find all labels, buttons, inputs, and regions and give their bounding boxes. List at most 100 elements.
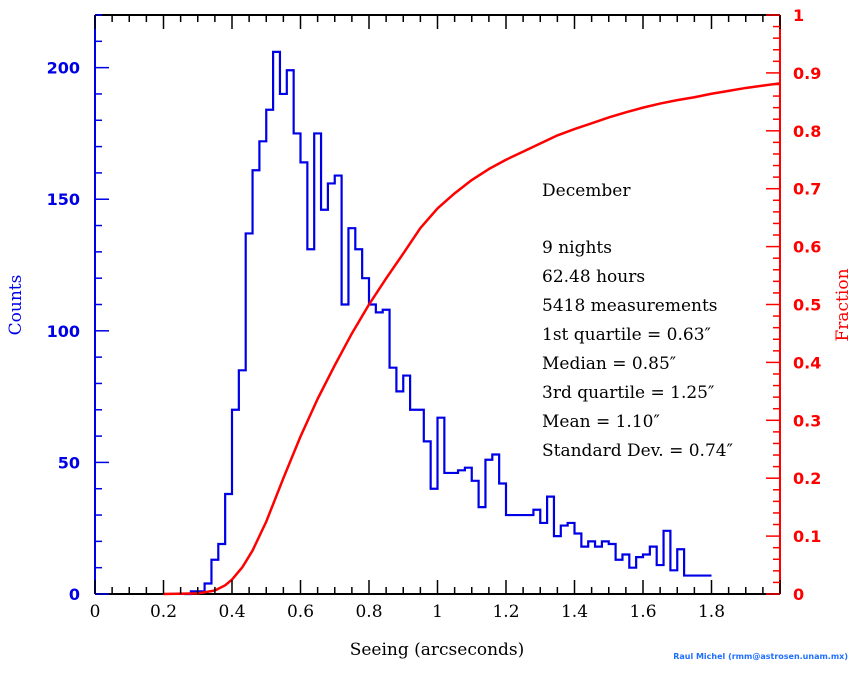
histogram-bin [280,94,287,594]
y2-tick-label: 0.4 [793,353,821,372]
histogram-bin [362,278,369,594]
y2-tick-label: 0.2 [793,469,821,488]
histogram-bin [417,410,424,594]
histogram-bin [451,473,458,594]
histogram-bin [239,370,246,594]
y-tick-label: 50 [58,453,80,472]
histogram-bin [602,541,609,594]
histogram-bin [561,526,568,594]
x-tick-label: 1.2 [492,602,519,622]
histogram-bin [540,523,547,594]
y-tick-label: 150 [47,190,80,209]
x-tick-label: 1.6 [629,602,656,622]
histogram-bin [403,376,410,594]
histogram-bin [581,547,588,594]
histogram-bin [301,162,308,594]
histogram-bin [499,483,506,594]
histogram-bin [616,560,623,594]
histogram-bin [643,555,650,594]
annotation-line: Mean = 1.10″ [542,412,660,432]
annotation-block: December 9 nights 62.48 hours 5418 measure… [542,181,733,461]
y2-axis-title: Fraction [833,268,850,341]
x-tick-label: 0.6 [287,602,314,622]
y2-tick-label: 0 [793,585,804,604]
y-tick-label: 100 [47,322,80,341]
annotation-line: 5418 measurements [542,296,718,316]
y2-tick-label: 1 [793,6,804,25]
histogram-bin [664,531,671,594]
histogram-bin [588,541,595,594]
histogram-bin [376,312,383,594]
histogram-bin [294,133,301,594]
y-axis-title: Counts [6,275,26,336]
histogram-bin [547,497,554,594]
histogram-bin [335,176,342,594]
x-tick-label: 0.8 [355,602,382,622]
y-tick-label: 200 [47,59,80,78]
histogram-bin [595,547,602,594]
y2-tick-label: 0.5 [793,296,821,315]
x-tick-label: 0 [90,602,101,622]
x-tick-label: 1.4 [561,602,588,622]
histogram-bin [568,523,575,594]
histogram-bin [458,470,465,594]
histogram-bin [684,576,691,594]
histogram-bin [424,441,431,594]
histogram-bin [287,70,294,594]
annotation-line: 3rd quartile = 1.25″ [542,383,714,403]
histogram-bin [609,544,616,594]
histogram-bin [472,481,479,594]
credit-text: Raul Michel (rmm@astrosen.unam.mx) [673,652,848,661]
y2-tick-label: 0.6 [793,238,821,257]
histogram-bin [492,455,499,594]
histogram-bin [506,515,513,594]
histogram-bin [383,310,390,594]
annotation-line: Median = 0.85″ [542,354,676,374]
histogram-bin [314,133,321,594]
histogram-bin [533,510,540,594]
ticks-layer [94,14,781,595]
histogram-bin [485,460,492,594]
histogram-bin [650,547,657,594]
histogram-bin [348,228,355,594]
y2-tick-label: 0.9 [793,64,821,83]
histogram-layer [184,50,712,596]
y2-tick-label: 0.7 [793,180,821,199]
histogram-bin [444,473,451,594]
histogram-bin [479,507,486,594]
x-axis-title: Seeing (arcseconds) [350,640,525,660]
histogram-bin [575,533,582,594]
histogram-bin [698,576,705,594]
x-tick-label: 0.2 [150,602,177,622]
histogram-bin [677,549,684,594]
histogram-bin [246,233,253,594]
histogram-bin [321,210,328,594]
histogram-bin [513,515,520,594]
y2-tick-label: 0.1 [793,527,821,546]
x-tick-label: 1.8 [698,602,725,622]
histogram-bin [527,515,534,594]
annotation-line: 1st quartile = 0.63″ [542,325,711,345]
histogram-bin [554,536,561,594]
x-tick-label: 0.4 [218,602,245,622]
histogram-bin [232,410,239,594]
histogram-bin [636,557,643,594]
annotation-line: Standard Dev. = 0.74″ [542,441,733,461]
y2-tick-label: 0.8 [793,122,821,141]
cdf-layer [163,82,781,596]
histogram-bin [390,368,397,594]
histogram-bin [410,410,417,594]
histogram-bin [328,183,335,594]
histogram-bin [369,305,376,595]
histogram-outline [184,50,712,596]
annotation-line: 9 nights [542,238,612,258]
tick-labels-layer: 0 0.2 0.4 0.6 0.8 1 1.2 1.4 1.6 1.8 0 50 100 150 200 0 0… [47,6,822,622]
histogram-bin [670,570,677,594]
histogram-bin [465,468,472,594]
cdf-line [163,82,781,596]
histogram-bin [273,52,280,594]
annotation-line: 62.48 hours [542,267,645,287]
histogram-bin [438,418,445,594]
annotation-title: December [542,181,631,201]
